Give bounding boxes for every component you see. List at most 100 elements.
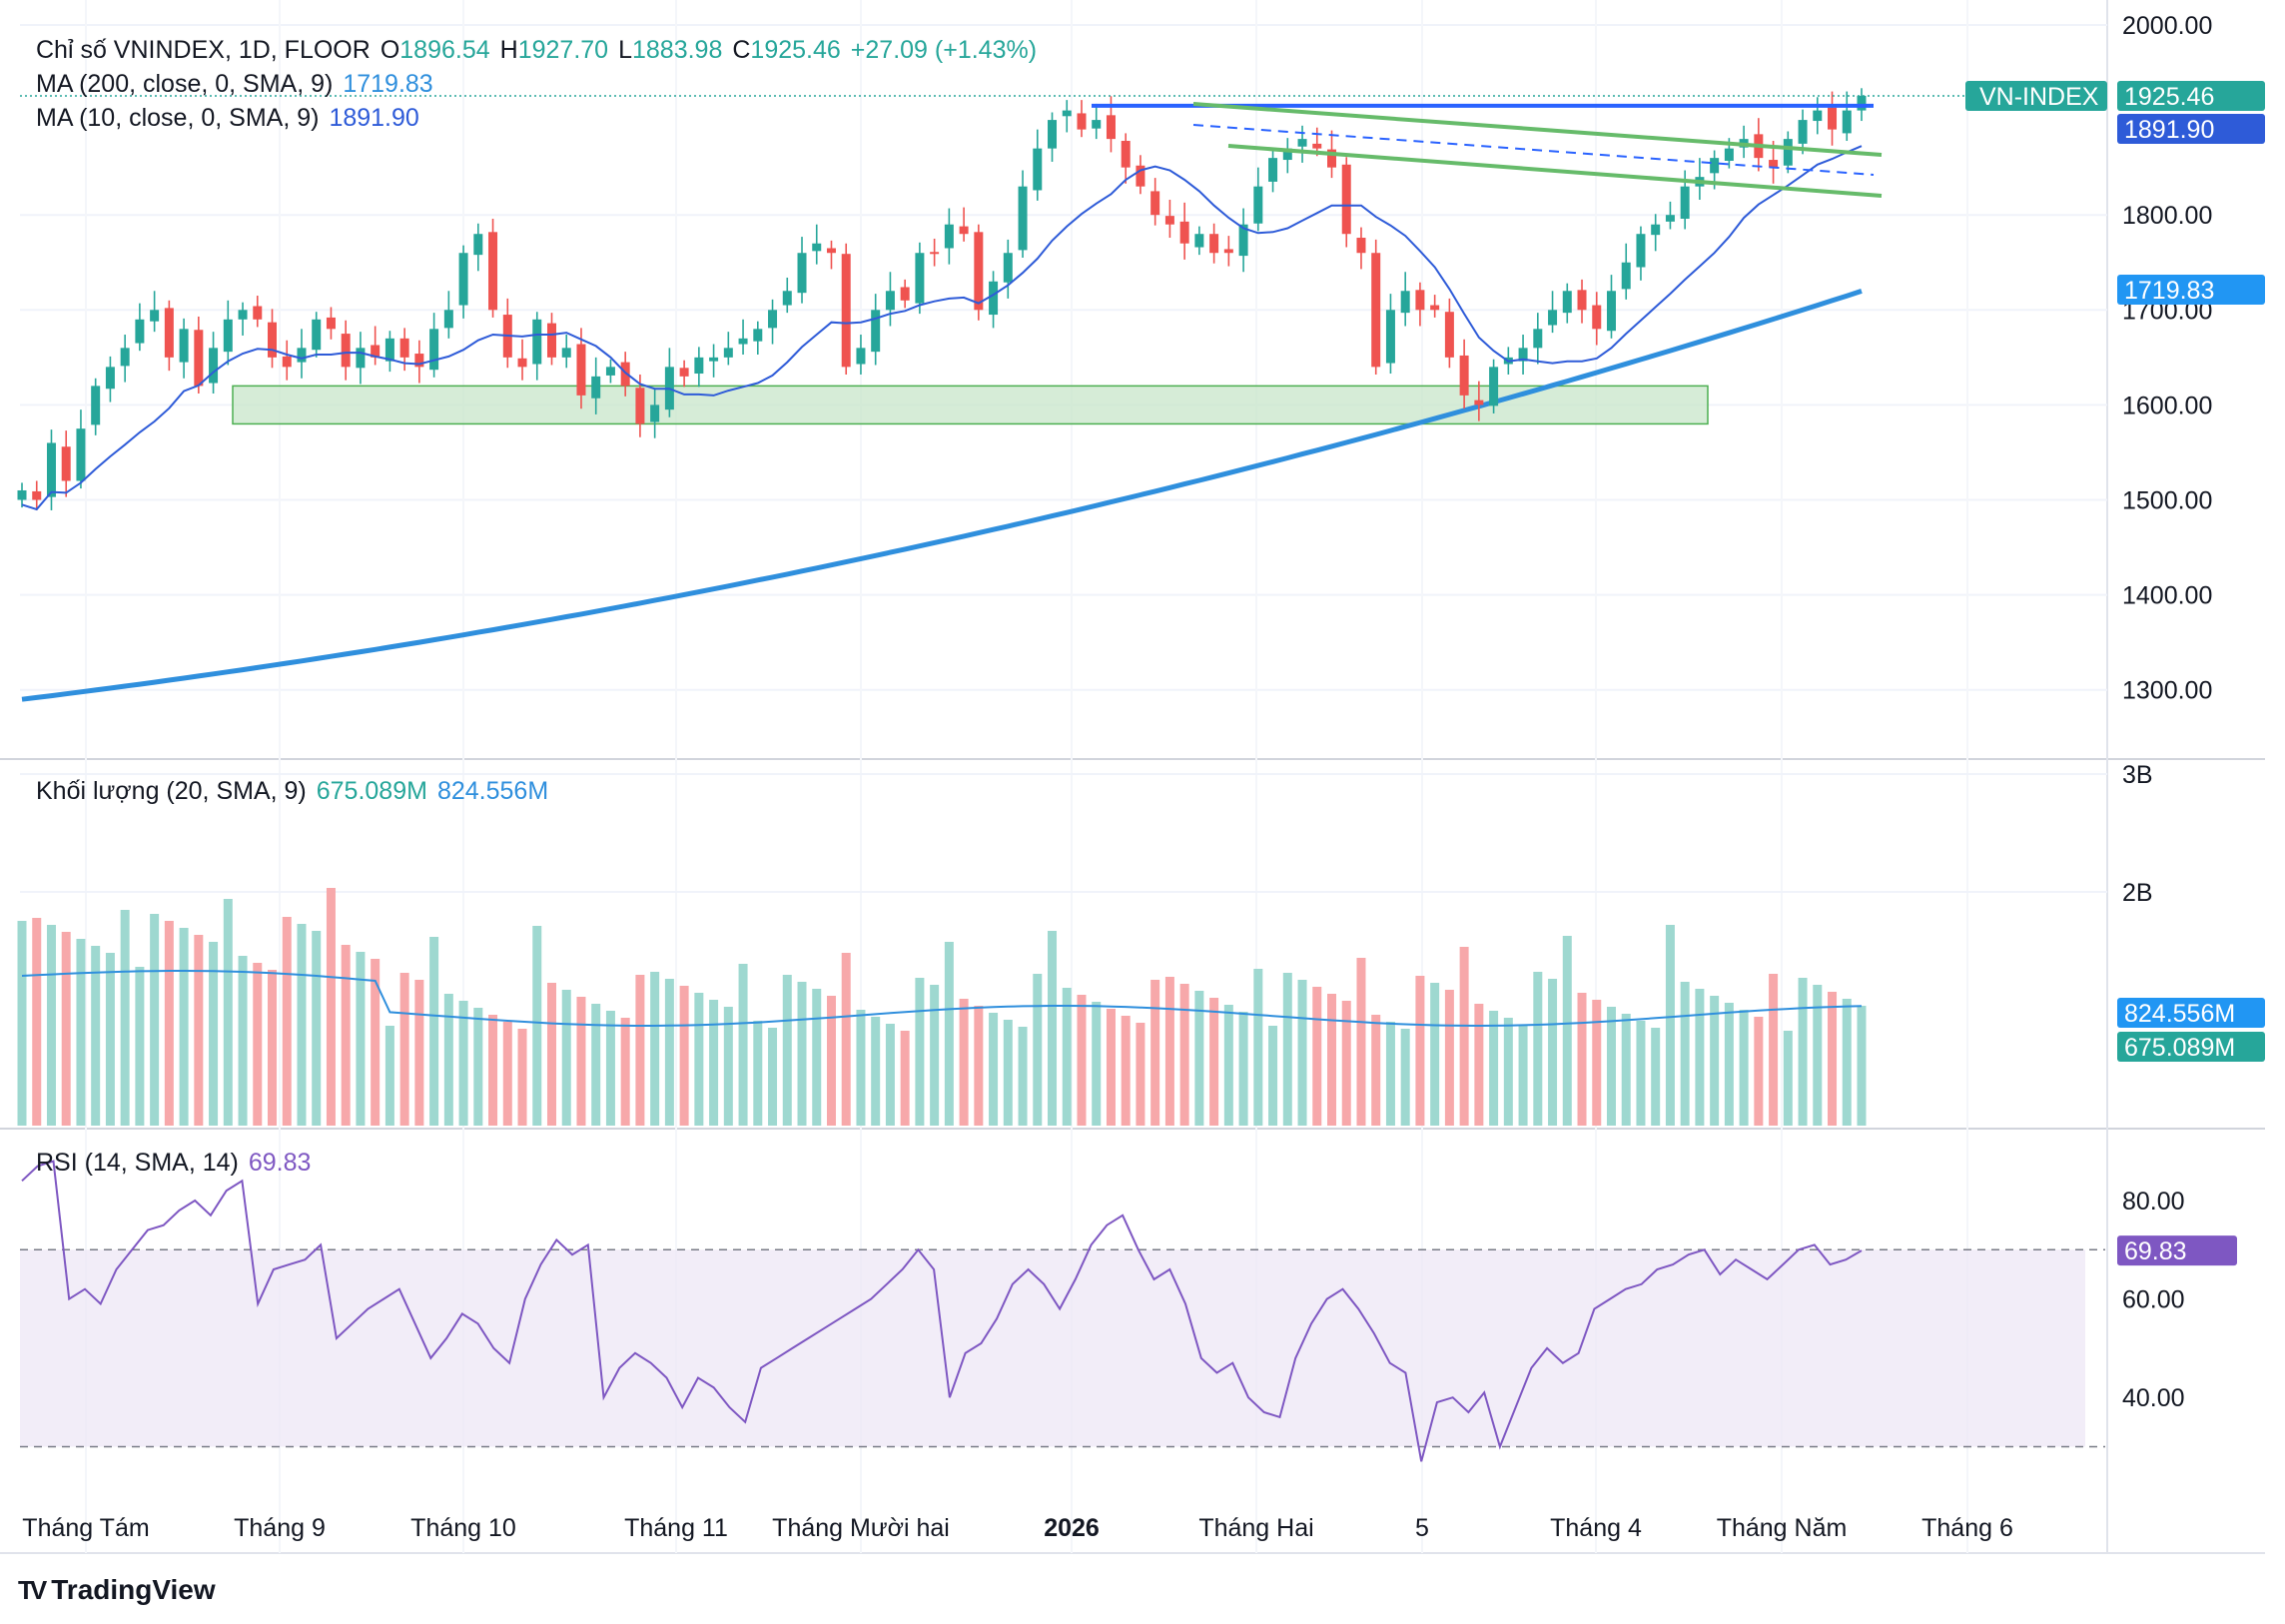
volume-bar (253, 963, 263, 1126)
candle-body (709, 357, 719, 362)
volume-bar (473, 1008, 483, 1126)
price-tick-label: 1400.00 (2122, 582, 2212, 610)
volume-tick-label: 3B (2122, 761, 2153, 789)
volume-bar (856, 1010, 866, 1126)
volume-bar (1503, 1018, 1513, 1126)
volume-bar (1385, 1022, 1395, 1126)
candle-body (694, 357, 704, 375)
low-value: 1883.98 (631, 36, 723, 64)
volume-bar (91, 946, 101, 1126)
candle-body (1312, 143, 1322, 149)
time-tick-label: Tháng Mười hai (772, 1514, 950, 1542)
candle-body (135, 319, 145, 344)
volume-bar (1577, 993, 1587, 1126)
rsi-legend[interactable]: RSI (14, SMA, 14) 69.83 (36, 1149, 312, 1177)
volume-bar (268, 970, 278, 1126)
volume-bar (1754, 1017, 1764, 1126)
volume-bar (150, 914, 160, 1126)
candle-body (1828, 107, 1838, 130)
candle-body (356, 348, 366, 369)
volume-bar (1194, 991, 1204, 1126)
ma10-legend[interactable]: MA (10, close, 0, SMA, 9) 1891.90 (36, 104, 419, 132)
volume-bar (1209, 998, 1219, 1126)
candle-body (1223, 249, 1233, 254)
candle-body (282, 356, 292, 368)
volume-bar (1371, 1015, 1381, 1126)
candle-body (753, 329, 763, 342)
volume-bar (1606, 1007, 1616, 1126)
candle-body (797, 253, 807, 294)
last-price-label-bg (2117, 81, 2265, 111)
volume-bar (164, 921, 174, 1126)
candle-body (605, 367, 615, 376)
main-legend: Chỉ số VNINDEX, 1D, FLOOR O1896.54 H1927.7… (36, 36, 1038, 64)
volume-bar (17, 921, 27, 1126)
candle-body (253, 306, 263, 320)
volume-bar (1459, 947, 1469, 1126)
volume-bar (209, 942, 219, 1126)
candle-body (1857, 95, 1867, 111)
tradingview-icon: TV (18, 1574, 47, 1605)
volume-bar (1341, 1001, 1351, 1126)
volume-bar (76, 939, 86, 1126)
ma200-legend[interactable]: MA (200, close, 0, SMA, 9) 1719.83 (36, 70, 433, 98)
volume-bar (753, 1021, 763, 1126)
candle-body (488, 232, 498, 311)
volume-bar (1312, 987, 1322, 1126)
candle-body (238, 310, 248, 320)
volume-legend[interactable]: Khối lượng (20, SMA, 9) 675.089M 824.556M (36, 777, 549, 805)
ma200-price-label-bg (2117, 275, 2265, 305)
tradingview-logo[interactable]: TV TradingView (18, 1574, 216, 1605)
volume-bar (782, 975, 792, 1126)
candle-body (1769, 160, 1779, 168)
volume-bar (826, 996, 836, 1126)
time-tick-label: 5 (1415, 1514, 1429, 1542)
candle-body (635, 388, 645, 424)
candle-body (1724, 148, 1734, 161)
volume-price-label: 675.089M (2124, 1034, 2235, 1062)
candle-body (1444, 312, 1454, 358)
volume-bar (841, 953, 851, 1126)
volume-bar (738, 964, 748, 1126)
candle-body (1194, 234, 1204, 248)
volume-bar (326, 888, 336, 1126)
volume-bar (1798, 978, 1808, 1126)
volume-bar (429, 937, 439, 1126)
volume-sma-value: 824.556M (436, 777, 549, 805)
volume-bar (1253, 969, 1263, 1126)
candle-body (1562, 291, 1572, 314)
volume-bar (591, 1004, 601, 1126)
rsi-tick-label: 60.00 (2122, 1286, 2185, 1314)
candle-body (341, 334, 351, 368)
candle-body (1268, 158, 1278, 182)
candle-body (826, 248, 836, 254)
ma10-price-label: 1891.90 (2124, 116, 2214, 144)
volume-bar (238, 956, 248, 1126)
candle-body (209, 348, 219, 384)
symbol-title[interactable]: Chỉ số VNINDEX, 1D, FLOOR (36, 36, 371, 64)
volume-bar (885, 1024, 895, 1126)
candle-body (576, 344, 586, 396)
volume-bar (1828, 992, 1838, 1126)
volume-bar (1621, 1014, 1631, 1126)
volume-bar (1077, 995, 1087, 1126)
volume-bar (974, 1006, 984, 1126)
volume-bar (179, 928, 189, 1126)
price-tick-label: 2000.00 (2122, 12, 2212, 40)
price-tick-label: 1600.00 (2122, 392, 2212, 419)
last-price-label: 1925.46 (2124, 83, 2214, 111)
candle-body (1680, 186, 1690, 220)
candle-body (900, 287, 910, 301)
time-tick-label: Tháng 9 (234, 1514, 326, 1542)
volume-bar (1297, 980, 1307, 1126)
volume-bar (135, 967, 145, 1126)
candle-body (1327, 149, 1337, 168)
candle-body (223, 319, 233, 353)
channel-lower-line (1227, 144, 1883, 198)
time-tick-label: Tháng Năm (1717, 1514, 1848, 1542)
volume-bar (797, 982, 807, 1126)
price-tick-label: 1500.00 (2122, 487, 2212, 515)
candle-body (1092, 120, 1102, 129)
rsi-price-label: 69.83 (2124, 1237, 2187, 1265)
